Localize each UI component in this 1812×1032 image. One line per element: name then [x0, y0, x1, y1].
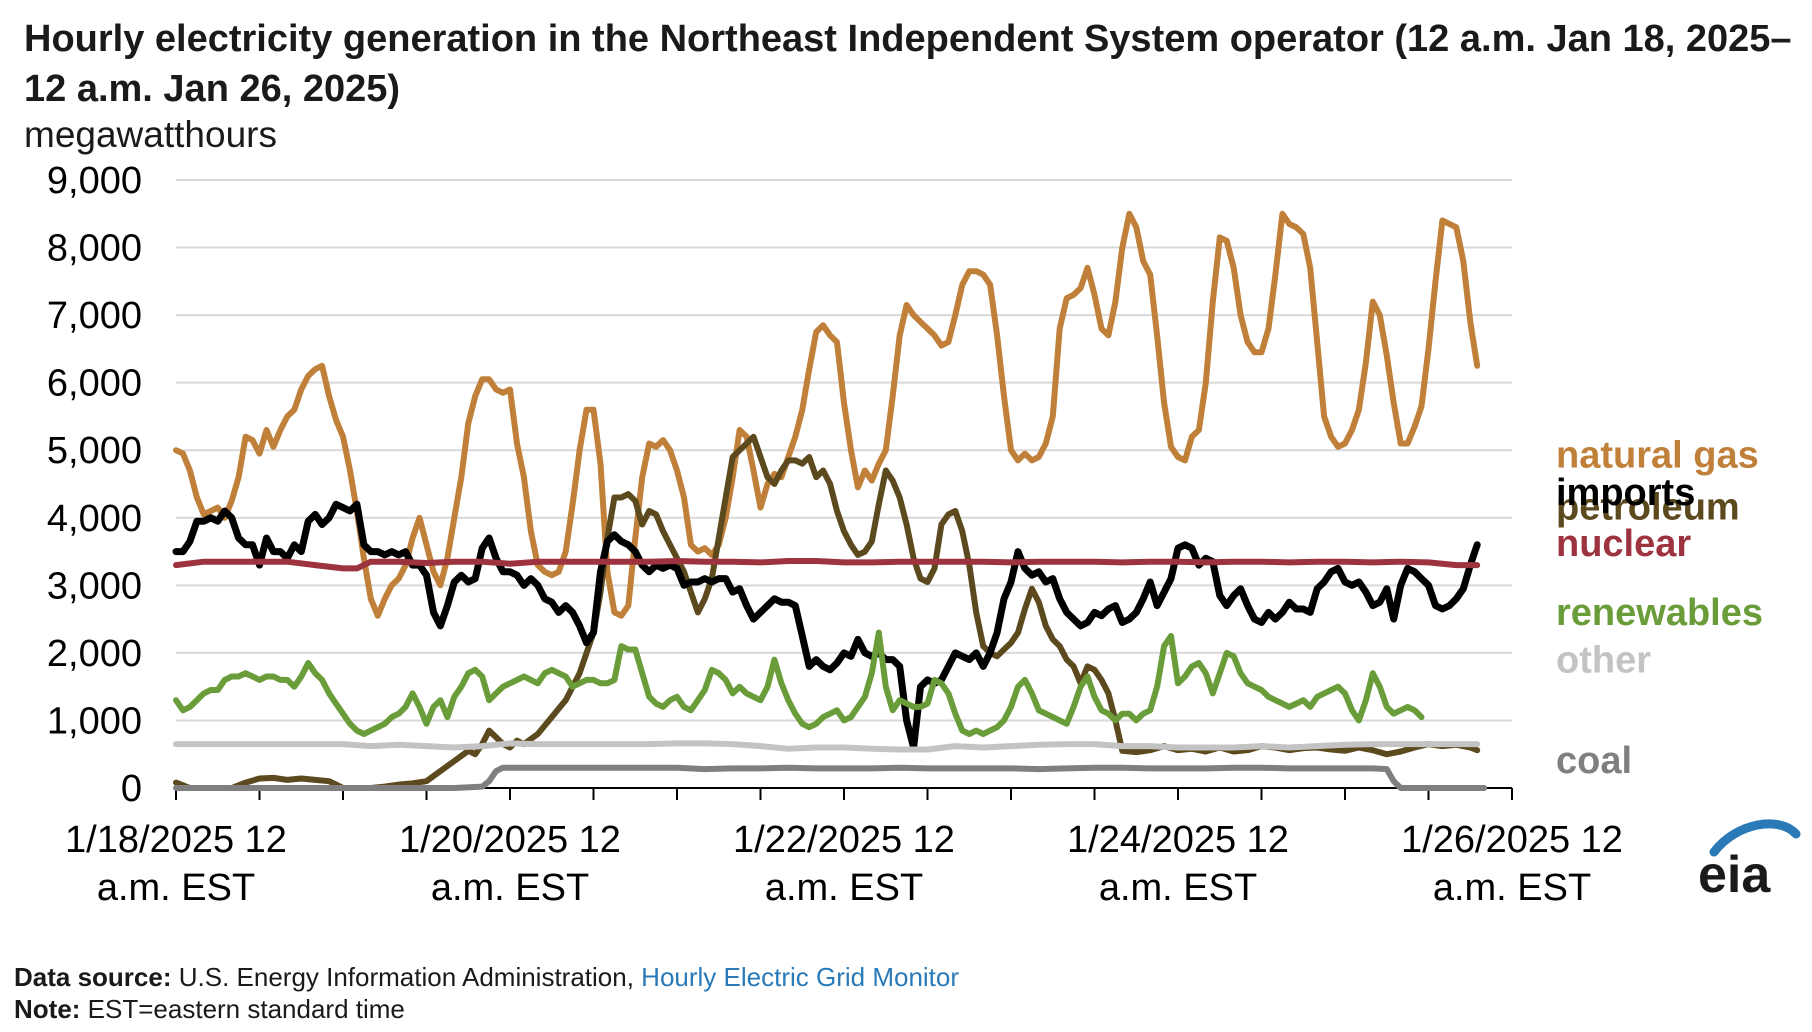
series-renewables [173, 629, 1425, 737]
legend-nuclear: nuclear [1556, 523, 1691, 565]
x-tick-label: 1/18/2025 12 [65, 819, 287, 861]
logo-text: eia [1698, 846, 1771, 902]
x-tick-label-line2: a.m. EST [431, 867, 589, 909]
y-tick-label: 1,000 [47, 700, 142, 742]
x-tick-label: 1/24/2025 12 [1067, 819, 1289, 861]
series-natural-gas [173, 210, 1481, 619]
legend-coal: coal [1556, 740, 1632, 782]
x-tick-label-line2: a.m. EST [765, 867, 923, 909]
legend-imports: imports [1556, 472, 1695, 514]
x-axis: 1/18/2025 12 a.m. EST 1/20/2025 12 a.m. EST… [65, 787, 1623, 909]
series-other [173, 740, 1481, 753]
y-axis-ticks: 0 1,000 2,000 3,000 4,000 5,000 6,000 7,000 8,00… [47, 160, 142, 810]
series-imports [172, 500, 1481, 751]
eia-logo-mark: eia [1698, 819, 1801, 904]
data-source-label: Data source: [14, 962, 172, 992]
legend-natural-gas: natural gas [1556, 435, 1759, 477]
note-text: EST=eastern standard time [87, 994, 405, 1024]
grid-monitor-link[interactable]: Hourly Electric Grid Monitor [641, 962, 960, 992]
series-nuclear [173, 558, 1481, 572]
x-tick-label-line2: a.m. EST [1099, 867, 1257, 909]
eia-logo: eia [1692, 812, 1802, 904]
y-tick-label: 3,000 [47, 565, 142, 607]
note-line: Note: EST=eastern standard time [14, 994, 405, 1025]
gridlines [176, 179, 1512, 722]
note-label: Note: [14, 994, 81, 1024]
series-coal [173, 764, 1488, 791]
legend-other: other [1556, 639, 1651, 681]
y-tick-label: 7,000 [47, 295, 142, 337]
y-tick-label: 2,000 [47, 633, 142, 675]
y-tick-label: 9,000 [47, 160, 142, 202]
y-tick-label: 8,000 [47, 228, 142, 270]
x-tick-label-line2: a.m. EST [1433, 867, 1591, 909]
y-tick-label: 5,000 [47, 430, 142, 472]
chart-title: Hourly electricity generation in the Nor… [24, 18, 1792, 110]
series-lines [172, 210, 1488, 791]
x-tick-label: 1/26/2025 12 [1401, 819, 1623, 861]
x-tick-label: 1/22/2025 12 [733, 819, 955, 861]
y-axis-unit: megawatthours [24, 114, 277, 155]
legend-renewables: renewables [1556, 592, 1763, 634]
logo-swoosh [1709, 819, 1801, 857]
legend-petroleum: petroleum [1556, 487, 1740, 529]
data-source-line: Data source: U.S. Energy Information Adm… [14, 962, 959, 993]
x-tick-label: 1/20/2025 12 [399, 819, 621, 861]
x-tick-label-line2: a.m. EST [97, 867, 255, 909]
y-tick-label: 4,000 [47, 498, 142, 540]
data-source-text: U.S. Energy Information Administration, [178, 962, 634, 992]
y-tick-label: 6,000 [47, 363, 142, 405]
y-tick-label: 0 [121, 768, 142, 810]
